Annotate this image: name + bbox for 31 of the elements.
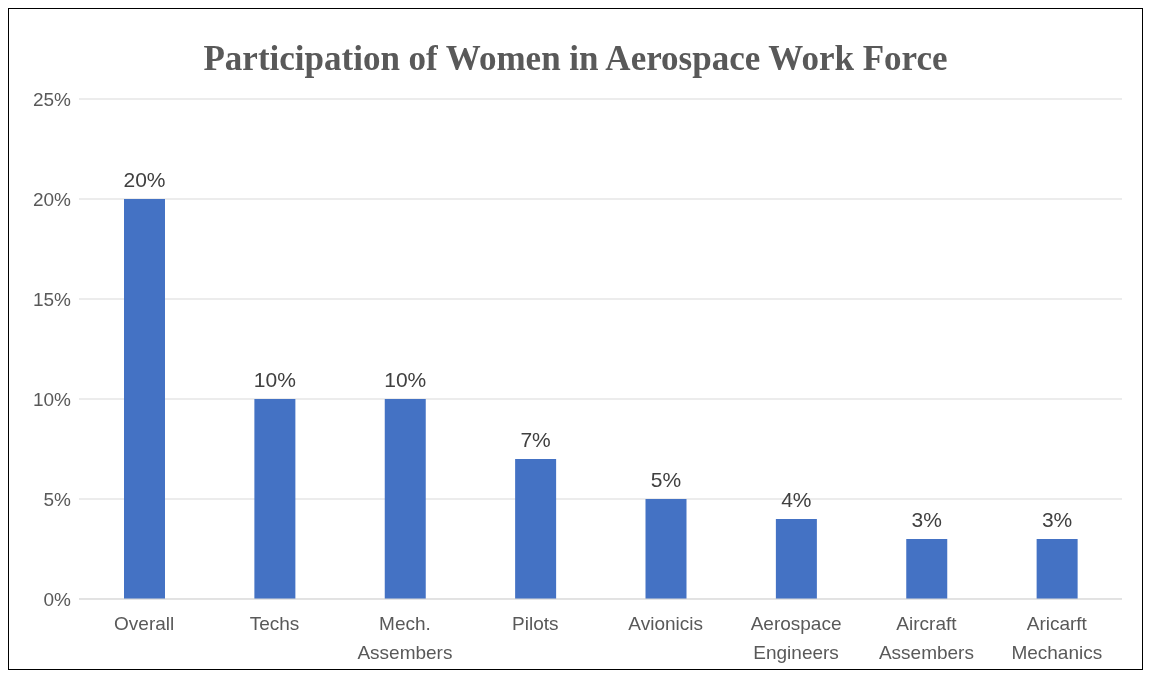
y-tick-label: 5%	[43, 488, 72, 510]
bar	[775, 519, 817, 599]
bar	[645, 499, 687, 599]
data-label: 10%	[384, 368, 427, 391]
data-label: 3%	[1041, 508, 1073, 531]
y-tick-label: 20%	[32, 188, 72, 210]
x-tick-label: Mech. Assembers	[357, 613, 453, 663]
x-tick-label: Aircraft Assembers	[878, 613, 974, 663]
chart-title: Participation of Women in Aerospace Work Force	[202, 39, 949, 79]
x-tick-label: Overall	[114, 613, 175, 635]
data-label: 5%	[650, 468, 682, 491]
x-tick-label: Aerospace Engineers	[750, 613, 842, 663]
bar	[515, 459, 557, 599]
x-tick-label: Avionicis	[628, 613, 704, 635]
x-tick-label: Pilots	[512, 613, 559, 635]
y-tick-label: 15%	[32, 288, 72, 310]
bar	[254, 399, 296, 599]
data-label: 4%	[781, 488, 812, 511]
x-tick-label: Techs	[249, 613, 300, 635]
y-tick-label: 10%	[32, 388, 72, 410]
y-tick-label: 25%	[32, 88, 72, 110]
bar	[1036, 539, 1078, 599]
bar	[906, 539, 948, 599]
y-tick-label: 0%	[43, 588, 72, 610]
bar	[384, 399, 426, 599]
data-label: 7%	[520, 428, 551, 451]
data-label: 10%	[253, 368, 296, 391]
x-tick-label: Aricarft Mechanics	[1011, 613, 1103, 663]
bar	[124, 199, 165, 599]
data-label: 20%	[123, 168, 166, 191]
data-label: 3%	[911, 508, 942, 531]
